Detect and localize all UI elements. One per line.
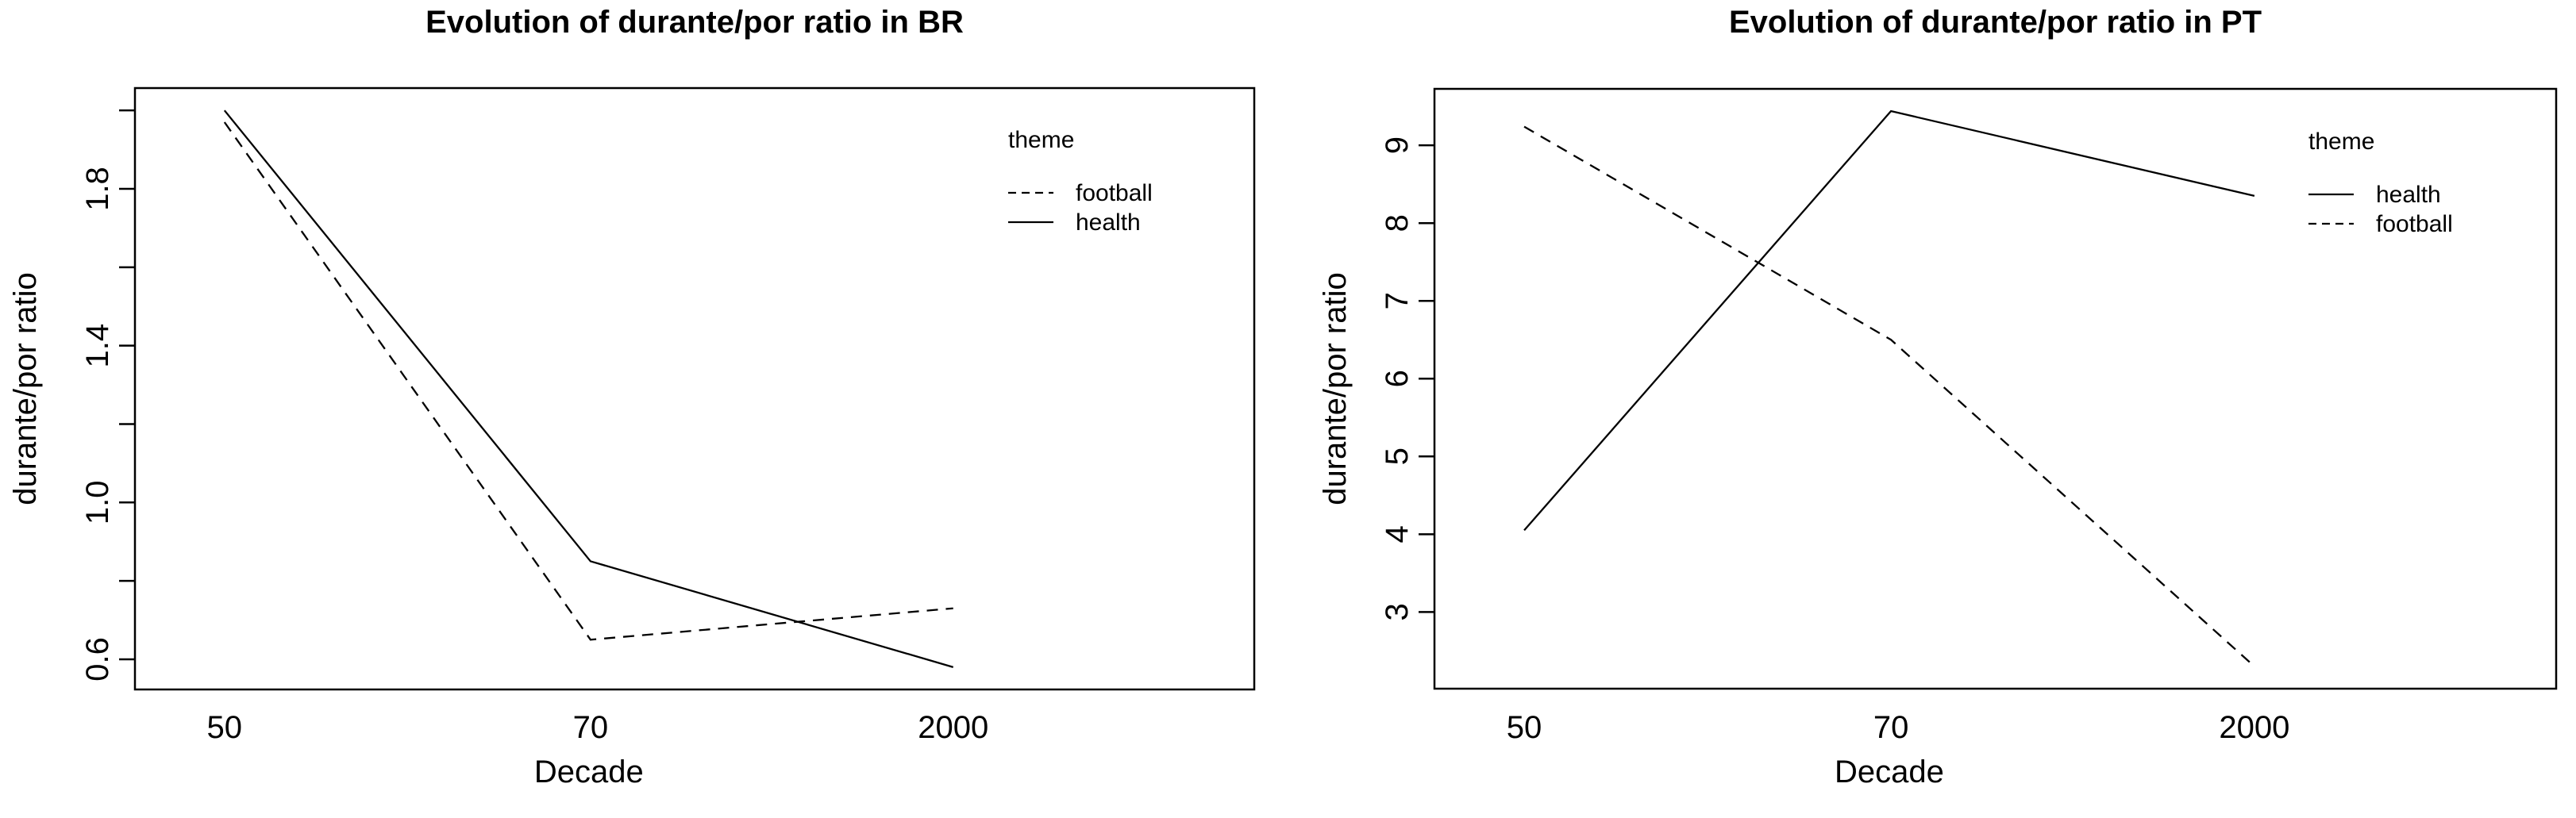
y-tick-label: 0.6 — [80, 637, 115, 682]
legend-label-football: football — [2376, 211, 2453, 237]
legend-title: theme — [2308, 129, 2374, 155]
y-tick-label: 5 — [1380, 447, 1415, 465]
y-axis-label: durante/por ratio — [1318, 272, 1353, 505]
y-tick-label: 1.8 — [80, 167, 115, 211]
x-tick-label: 50 — [207, 710, 243, 745]
chart-title: Evolution of durante/por ratio in BR — [425, 5, 964, 40]
y-tick-label: 9 — [1380, 136, 1415, 154]
legend-title: theme — [1008, 127, 1074, 153]
series-line-football — [223, 121, 953, 641]
plot-box — [133, 86, 1256, 691]
y-tick-label: 6 — [1380, 370, 1415, 387]
series-line-health — [223, 109, 954, 668]
x-tick-label: 70 — [1873, 710, 1909, 745]
x-tick-label: 50 — [1507, 710, 1542, 745]
chart-panel-br: Evolution of durante/por ratio in BR Deca… — [8, 5, 1256, 789]
y-tick-label: 8 — [1380, 214, 1415, 232]
series-line-football — [1523, 125, 2255, 667]
legend-br: theme football health — [1008, 127, 1153, 236]
x-axis-label: Decade — [534, 755, 644, 789]
legend-label-health: health — [1076, 209, 1141, 236]
y-tick-label: 1.0 — [80, 480, 115, 524]
y-axis-label: durante/por ratio — [8, 272, 43, 505]
x-axis-label: Decade — [1835, 755, 1944, 789]
y-tick-label: 3 — [1380, 603, 1415, 620]
legend-pt: theme health football — [2308, 129, 2453, 237]
legend-label-health: health — [2376, 182, 2441, 208]
series-line-health — [1523, 109, 2255, 532]
x-tick-label: 70 — [573, 710, 609, 745]
plot-box — [1433, 87, 2558, 690]
chart-title: Evolution of durante/por ratio in PT — [1729, 5, 2262, 40]
x-tick-label: 2000 — [918, 710, 988, 745]
legend-label-football: football — [1076, 180, 1153, 206]
y-tick-label: 4 — [1380, 525, 1415, 543]
y-tick-label: 1.4 — [80, 324, 115, 368]
y-tick-label: 7 — [1380, 292, 1415, 309]
chart-panel-pt: Evolution of durante/por ratio in PT Deca… — [1318, 5, 2558, 789]
x-tick-label: 2000 — [2219, 710, 2289, 745]
